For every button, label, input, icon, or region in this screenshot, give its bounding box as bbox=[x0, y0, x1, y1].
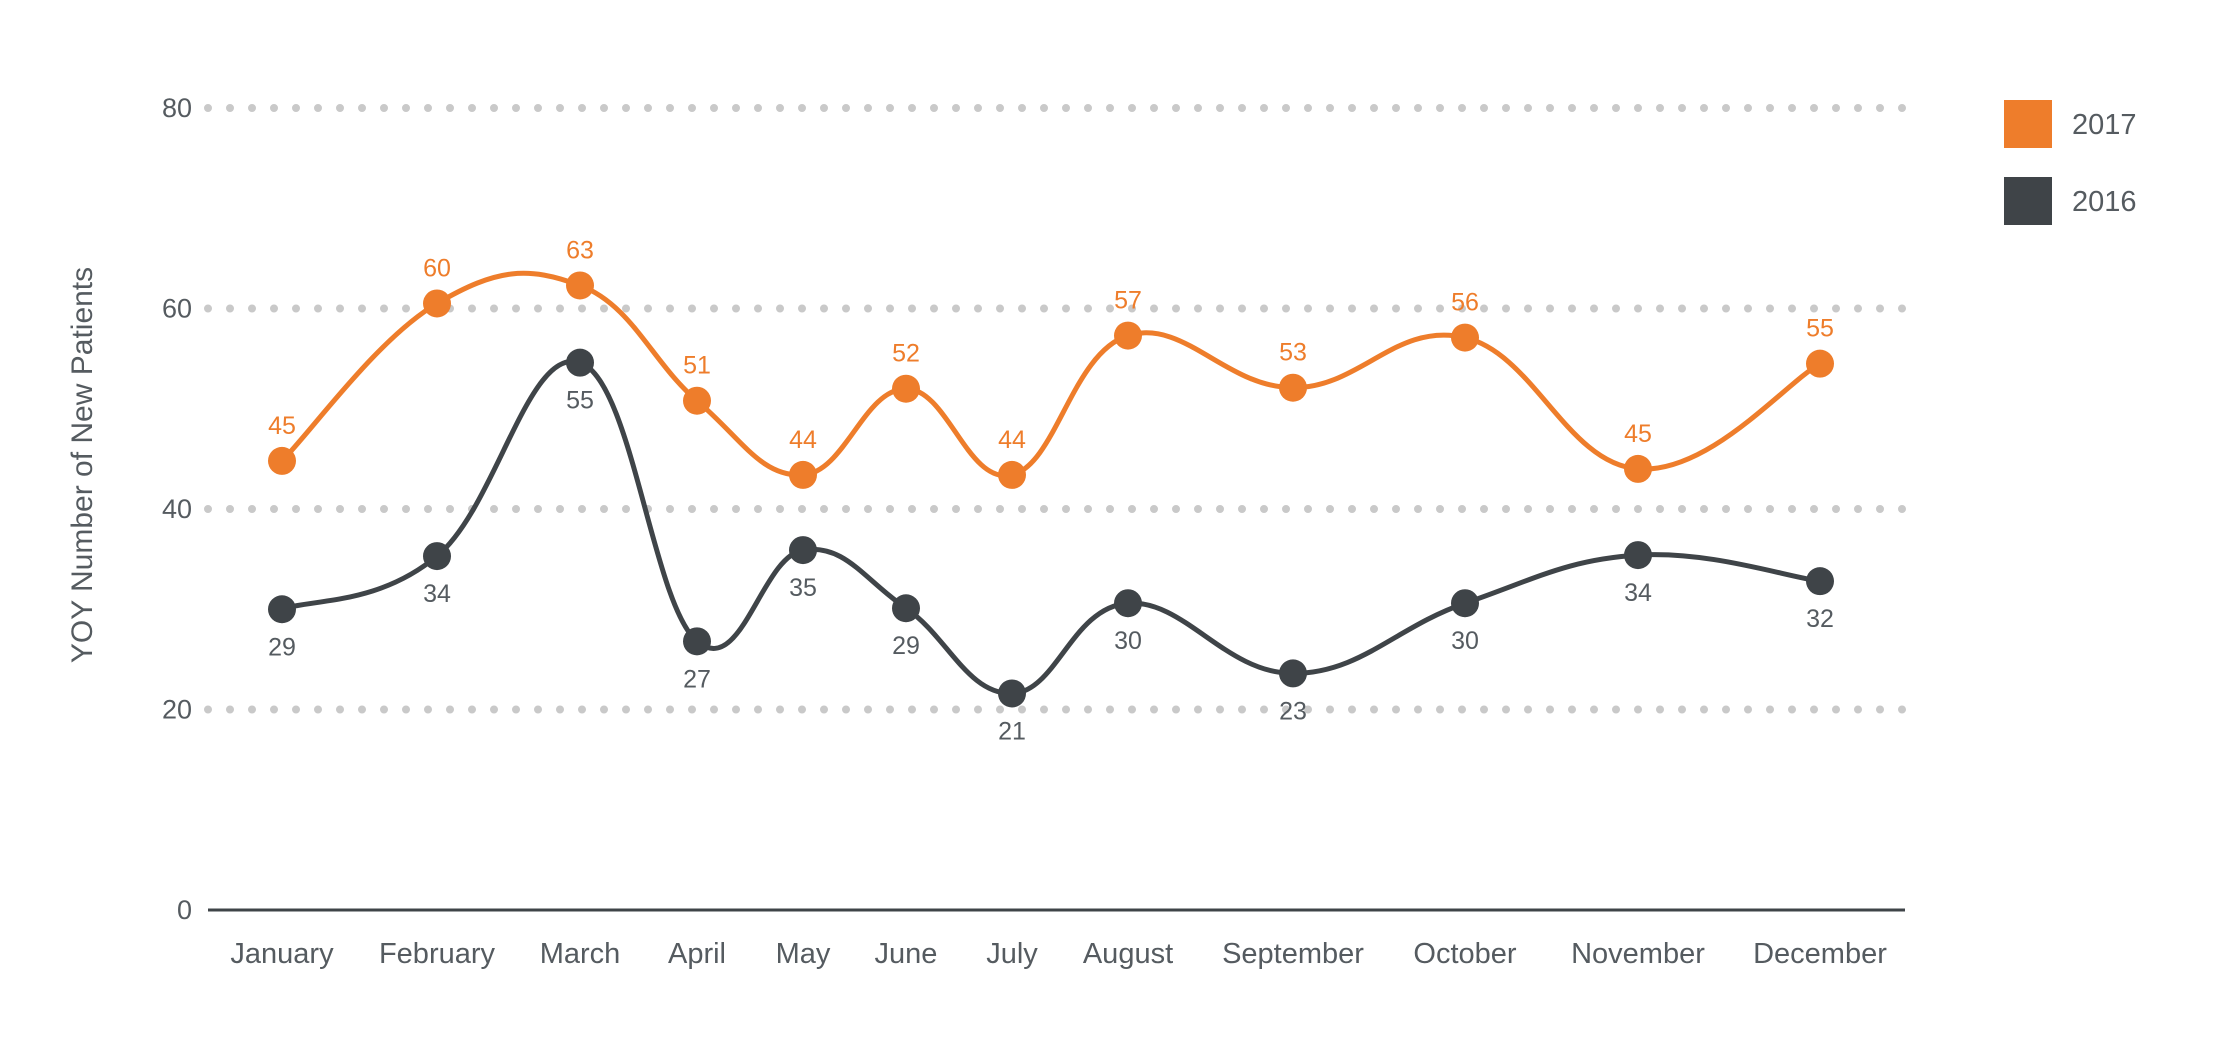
data-label-2017: 51 bbox=[683, 352, 711, 380]
legend-swatch bbox=[2004, 177, 2052, 225]
data-point-2016 bbox=[268, 595, 296, 624]
data-label-2017: 60 bbox=[423, 254, 451, 282]
data-label-2017: 55 bbox=[1806, 315, 1834, 343]
data-point-2017 bbox=[683, 386, 711, 415]
data-label-2016: 34 bbox=[423, 580, 451, 608]
data-point-2016 bbox=[566, 348, 594, 377]
x-tick-label: March bbox=[540, 938, 621, 970]
legend-label: 2016 bbox=[2072, 186, 2137, 218]
data-point-2017 bbox=[1806, 349, 1834, 378]
data-label-2017: 44 bbox=[789, 426, 817, 454]
data-label-2017: 52 bbox=[892, 340, 920, 368]
series-group: 29 34 55 27 35 29 21 30 23 30 34 32 45 60 63 51 44 52 44 57… bbox=[268, 236, 1834, 745]
series-2017: 45 60 63 51 44 52 44 57 53 56 45 55 bbox=[268, 236, 1834, 489]
legend: 2017 2016 bbox=[2004, 100, 2137, 225]
x-tick-label: May bbox=[776, 938, 831, 970]
data-label-2016: 29 bbox=[268, 633, 296, 661]
x-tick-label: June bbox=[875, 938, 938, 970]
data-point-2016 bbox=[1806, 567, 1834, 596]
x-tick-label: July bbox=[986, 938, 1038, 970]
x-tick-label: November bbox=[1571, 938, 1705, 970]
x-tick-label: April bbox=[668, 938, 726, 970]
x-tick-label: October bbox=[1413, 938, 1516, 970]
data-label-2017: 63 bbox=[566, 236, 594, 264]
data-point-2016 bbox=[1624, 541, 1652, 570]
data-point-2017 bbox=[566, 271, 594, 300]
data-label-2016: 30 bbox=[1114, 627, 1142, 655]
data-label-2017: 44 bbox=[998, 426, 1026, 454]
series-2016: 29 34 55 27 35 29 21 30 23 30 34 32 bbox=[268, 348, 1834, 745]
legend-item-2017: 2017 bbox=[2004, 100, 2137, 148]
axes: 0 20 40 60 80 January February March April May Jun… bbox=[162, 93, 1905, 970]
data-point-2016 bbox=[1279, 659, 1307, 688]
data-label-2016: 21 bbox=[998, 717, 1026, 745]
y-tick-label: 0 bbox=[177, 895, 192, 925]
data-point-2016 bbox=[1451, 589, 1479, 618]
data-point-2017 bbox=[1624, 454, 1652, 483]
data-label-2016: 35 bbox=[789, 574, 817, 602]
data-point-2017 bbox=[1279, 373, 1307, 402]
data-label-2016: 29 bbox=[892, 632, 920, 660]
data-point-2017 bbox=[1451, 323, 1479, 352]
data-label-2016: 32 bbox=[1806, 605, 1834, 633]
legend-swatch bbox=[2004, 100, 2052, 148]
data-label-2016: 55 bbox=[566, 387, 594, 415]
data-point-2017 bbox=[892, 374, 920, 403]
x-tick-label: September bbox=[1222, 938, 1364, 970]
x-tick-label: December bbox=[1753, 938, 1887, 970]
gridlines bbox=[204, 104, 1916, 714]
data-label-2016: 34 bbox=[1624, 579, 1652, 607]
y-tick-label: 40 bbox=[162, 494, 192, 524]
data-point-2017 bbox=[423, 289, 451, 318]
y-axis-title: YOY Number of New Patients bbox=[66, 267, 99, 663]
data-point-2017 bbox=[789, 460, 817, 489]
x-tick-label: August bbox=[1083, 938, 1173, 970]
legend-item-2016: 2016 bbox=[2004, 177, 2137, 225]
data-label-2017: 45 bbox=[1624, 420, 1652, 448]
y-tick-label: 20 bbox=[162, 695, 192, 725]
data-label-2016: 30 bbox=[1451, 627, 1479, 655]
series-line-2017 bbox=[279, 270, 1823, 479]
data-point-2016 bbox=[998, 679, 1026, 708]
y-tick-label: 80 bbox=[162, 93, 192, 123]
data-point-2017 bbox=[1114, 321, 1142, 350]
data-point-2017 bbox=[998, 460, 1026, 489]
data-label-2016: 27 bbox=[683, 665, 711, 693]
legend-label: 2017 bbox=[2072, 109, 2137, 141]
data-point-2016 bbox=[1114, 589, 1142, 618]
series-line-2016 bbox=[279, 358, 1823, 696]
data-label-2017: 53 bbox=[1279, 339, 1307, 367]
data-label-2016: 23 bbox=[1279, 697, 1307, 725]
data-point-2016 bbox=[423, 542, 451, 571]
data-point-2016 bbox=[892, 594, 920, 623]
data-label-2017: 56 bbox=[1451, 289, 1479, 317]
y-tick-label: 60 bbox=[162, 294, 192, 324]
data-point-2016 bbox=[789, 536, 817, 565]
data-point-2016 bbox=[683, 627, 711, 656]
x-tick-label: February bbox=[379, 938, 496, 970]
data-label-2017: 45 bbox=[268, 412, 296, 440]
data-label-2017: 57 bbox=[1114, 287, 1142, 315]
x-tick-label: January bbox=[230, 938, 334, 970]
data-point-2017 bbox=[268, 446, 296, 475]
